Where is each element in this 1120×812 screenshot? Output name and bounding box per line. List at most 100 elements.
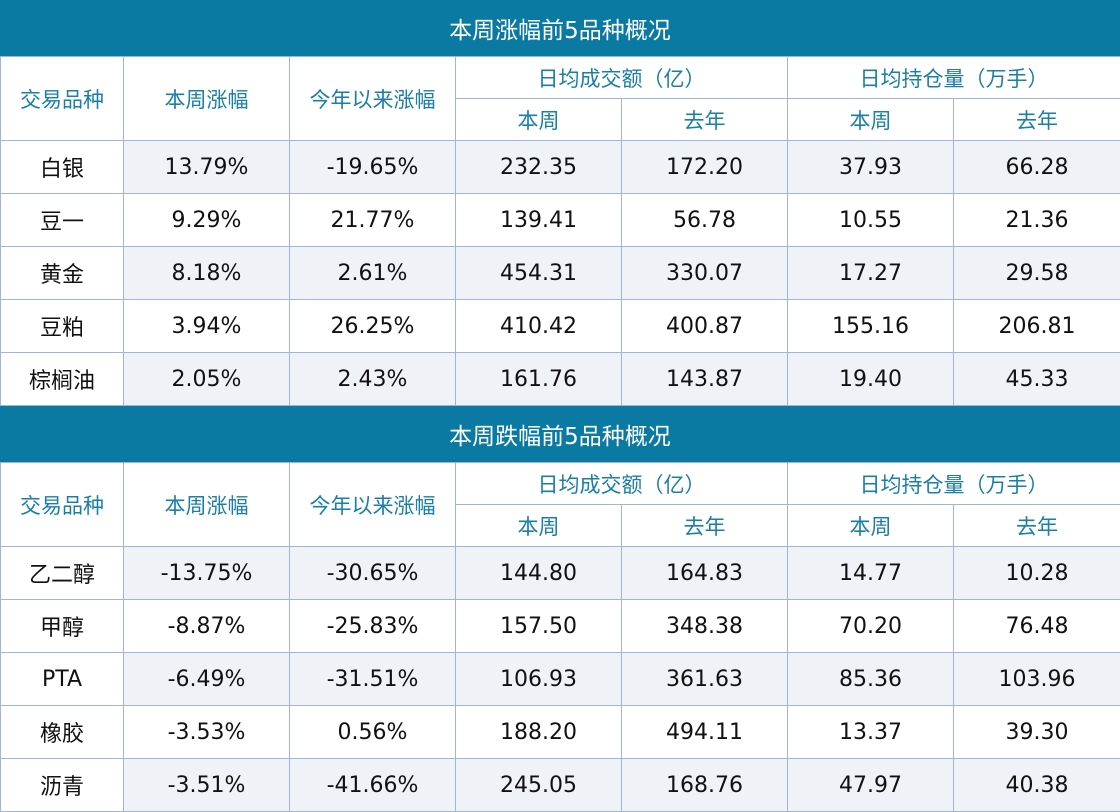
- table-cell: -13.75%: [123, 546, 290, 600]
- table-cell: -6.49%: [123, 652, 290, 706]
- subheader-last-year: 去年: [953, 98, 1120, 141]
- table-cell: 155.16: [787, 299, 954, 353]
- table-cell: -3.51%: [123, 758, 290, 812]
- subheader-this-week: 本周: [787, 504, 954, 547]
- subheader-last-year: 去年: [621, 504, 788, 547]
- col-header-avg-open-interest: 日均持仓量（万手）: [787, 56, 1120, 99]
- table-cell: 348.38: [621, 599, 788, 653]
- variety-name: 沥青: [0, 758, 124, 812]
- table-cell: 144.80: [455, 546, 622, 600]
- table-cell: 47.97: [787, 758, 954, 812]
- col-header-week-change: 本周涨幅: [123, 462, 290, 547]
- table-row: 甲醇 -8.87% -25.83% 157.50 348.38 70.20 76.48: [0, 599, 1120, 653]
- subheader-this-week: 本周: [455, 504, 622, 547]
- table-cell: 2.61%: [289, 246, 456, 300]
- section-title: 本周涨幅前5品种概况: [0, 0, 1120, 56]
- table-cell: 8.18%: [123, 246, 290, 300]
- table-cell: 245.05: [455, 758, 622, 812]
- variety-name: 甲醇: [0, 599, 124, 653]
- table-cell: 56.78: [621, 193, 788, 247]
- table-row: 棕榈油 2.05% 2.43% 161.76 143.87 19.40 45.33: [0, 352, 1120, 406]
- table-cell: 410.42: [455, 299, 622, 353]
- subheader-row: 本周 去年 本周 去年: [1, 504, 1120, 547]
- col-header-variety: 交易品种: [0, 56, 124, 141]
- col-header-ytd-change: 今年以来涨幅: [289, 56, 456, 141]
- variety-name: 棕榈油: [0, 352, 124, 406]
- table-cell: 0.56%: [289, 705, 456, 759]
- table-cell: 400.87: [621, 299, 788, 353]
- variety-name: 乙二醇: [0, 546, 124, 600]
- table-row: 黄金 8.18% 2.61% 454.31 330.07 17.27 29.58: [0, 246, 1120, 300]
- table-cell: 85.36: [787, 652, 954, 706]
- table-cell: 10.55: [787, 193, 954, 247]
- table-cell: -19.65%: [289, 140, 456, 194]
- subheader-this-week: 本周: [455, 98, 622, 141]
- table-cell: 2.43%: [289, 352, 456, 406]
- col-header-ytd-change: 今年以来涨幅: [289, 462, 456, 547]
- table-row: 白银 13.79% -19.65% 232.35 172.20 37.93 66.28: [0, 140, 1120, 194]
- subheader-last-year: 去年: [953, 504, 1120, 547]
- subheader-this-week: 本周: [787, 98, 954, 141]
- section-title: 本周跌幅前5品种概况: [0, 406, 1120, 462]
- header-row: 交易品种 本周涨幅 今年以来涨幅 日均成交额（亿） 日均持仓量（万手）: [0, 462, 1120, 547]
- table-cell: 21.36: [953, 193, 1120, 247]
- summary-table: 交易品种 本周涨幅 今年以来涨幅 日均成交额（亿） 日均持仓量（万手） 本周 去…: [0, 56, 1120, 406]
- col-header-week-change: 本周涨幅: [123, 56, 290, 141]
- table-cell: 494.11: [621, 705, 788, 759]
- table-cell: 66.28: [953, 140, 1120, 194]
- table-cell: 29.58: [953, 246, 1120, 300]
- variety-name: PTA: [0, 652, 124, 706]
- variety-name: 黄金: [0, 246, 124, 300]
- table-row: 豆一 9.29% 21.77% 139.41 56.78 10.55 21.36: [0, 193, 1120, 247]
- table-cell: 206.81: [953, 299, 1120, 353]
- variety-name: 豆粕: [0, 299, 124, 353]
- table-cell: -30.65%: [289, 546, 456, 600]
- table-cell: 10.28: [953, 546, 1120, 600]
- table-cell: 76.48: [953, 599, 1120, 653]
- table-row: 乙二醇 -13.75% -30.65% 144.80 164.83 14.77 10.28: [0, 546, 1120, 600]
- table-cell: 3.94%: [123, 299, 290, 353]
- col-header-avg-open-interest: 日均持仓量（万手）: [787, 462, 1120, 505]
- subheader-last-year: 去年: [621, 98, 788, 141]
- header-row: 交易品种 本周涨幅 今年以来涨幅 日均成交额（亿） 日均持仓量（万手）: [0, 56, 1120, 141]
- table-cell: 232.35: [455, 140, 622, 194]
- table-cell: 330.07: [621, 246, 788, 300]
- table-cell: 14.77: [787, 546, 954, 600]
- table-cell: 164.83: [621, 546, 788, 600]
- table-row: 豆粕 3.94% 26.25% 410.42 400.87 155.16 206.81: [0, 299, 1120, 353]
- table-cell: 168.76: [621, 758, 788, 812]
- table-cell: 188.20: [455, 705, 622, 759]
- table-cell: 17.27: [787, 246, 954, 300]
- table-cell: 9.29%: [123, 193, 290, 247]
- table-cell: -8.87%: [123, 599, 290, 653]
- subheader-row: 本周 去年 本周 去年: [1, 98, 1120, 141]
- table-cell: 21.77%: [289, 193, 456, 247]
- table-cell: 70.20: [787, 599, 954, 653]
- variety-name: 豆一: [0, 193, 124, 247]
- table-cell: 19.40: [787, 352, 954, 406]
- table-cell: 172.20: [621, 140, 788, 194]
- table-row: 沥青 -3.51% -41.66% 245.05 168.76 47.97 40.38: [0, 758, 1120, 812]
- summary-table: 交易品种 本周涨幅 今年以来涨幅 日均成交额（亿） 日均持仓量（万手） 本周 去…: [0, 462, 1120, 812]
- table-cell: 40.38: [953, 758, 1120, 812]
- table-cell: 39.30: [953, 705, 1120, 759]
- table-cell: 143.87: [621, 352, 788, 406]
- col-header-avg-turnover: 日均成交额（亿）: [455, 462, 788, 505]
- table-cell: -41.66%: [289, 758, 456, 812]
- table-row: PTA -6.49% -31.51% 106.93 361.63 85.36 103.96: [0, 652, 1120, 706]
- variety-name: 橡胶: [0, 705, 124, 759]
- table-cell: 26.25%: [289, 299, 456, 353]
- col-header-variety: 交易品种: [0, 462, 124, 547]
- table-cell: -25.83%: [289, 599, 456, 653]
- table-cell: 2.05%: [123, 352, 290, 406]
- table-cell: 139.41: [455, 193, 622, 247]
- table-cell: 37.93: [787, 140, 954, 194]
- table-cell: 45.33: [953, 352, 1120, 406]
- table-cell: -3.53%: [123, 705, 290, 759]
- top-losers-section: 本周跌幅前5品种概况 交易品种 本周涨幅 今年以来涨幅 日均成交额（亿） 日均持…: [0, 406, 1120, 812]
- table-cell: 106.93: [455, 652, 622, 706]
- table-cell: 157.50: [455, 599, 622, 653]
- table-cell: 13.79%: [123, 140, 290, 194]
- table-cell: -31.51%: [289, 652, 456, 706]
